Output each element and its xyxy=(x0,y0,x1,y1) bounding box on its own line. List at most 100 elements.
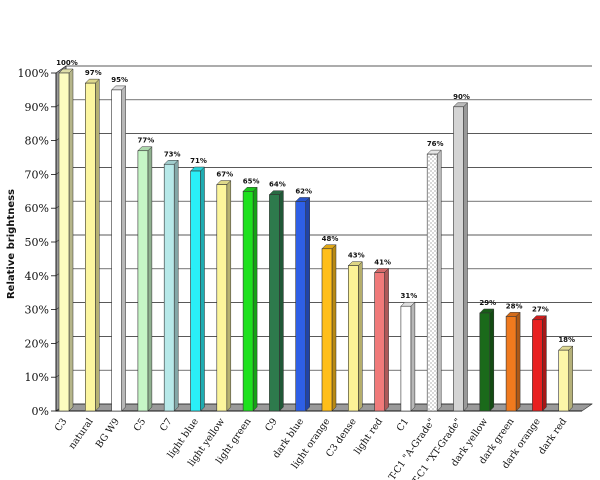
bar-side xyxy=(121,85,126,412)
data-label: 29% xyxy=(479,299,496,307)
data-label: 48% xyxy=(322,235,339,243)
y-axis-title: Relative brightness xyxy=(6,189,17,299)
category-label: C5 xyxy=(132,416,149,433)
category-label: C1 xyxy=(395,416,412,433)
bar-front xyxy=(111,89,122,412)
bar-side xyxy=(489,308,495,412)
bar-side xyxy=(173,159,179,412)
bar xyxy=(163,159,179,412)
bar xyxy=(137,146,153,412)
bar xyxy=(268,190,285,412)
bar-front xyxy=(321,248,333,412)
bar xyxy=(295,196,311,412)
bar-side xyxy=(463,102,468,412)
data-label: 62% xyxy=(295,187,312,195)
bar-front xyxy=(137,150,149,412)
category-label: C9 xyxy=(263,416,280,433)
bar xyxy=(321,244,337,412)
category-label: BG W9 xyxy=(94,416,122,450)
y-tick-label: 90% xyxy=(25,101,49,114)
bar xyxy=(505,311,521,412)
bar-front xyxy=(85,82,96,412)
bar-side xyxy=(200,166,205,412)
bar-side xyxy=(542,315,547,412)
y-tick-label: 40% xyxy=(25,270,49,283)
bar-side xyxy=(358,261,363,412)
bar xyxy=(110,85,127,412)
category-label: C7 xyxy=(158,416,175,433)
data-label: 73% xyxy=(164,150,181,158)
bar-front xyxy=(242,191,254,412)
bar-front xyxy=(269,194,280,412)
bar-front xyxy=(400,305,412,412)
bar-side xyxy=(515,311,521,412)
bar xyxy=(373,267,390,412)
bar-front xyxy=(374,272,385,412)
bar xyxy=(189,166,206,412)
data-label: 100% xyxy=(56,59,78,67)
bar xyxy=(558,345,574,412)
bar xyxy=(58,68,74,412)
grid-line-side xyxy=(55,65,67,74)
bar xyxy=(426,149,442,412)
bar xyxy=(347,261,363,412)
y-tick-label: 50% xyxy=(25,236,49,249)
y-tick-label: 80% xyxy=(25,135,49,148)
bar-front xyxy=(58,72,70,412)
data-label: 31% xyxy=(401,292,418,300)
bar xyxy=(242,186,258,412)
bar-side xyxy=(252,186,258,412)
data-label: 65% xyxy=(243,177,260,185)
data-label: 43% xyxy=(348,252,365,260)
bar-front xyxy=(479,312,491,412)
y-tick-label: 100% xyxy=(18,67,49,80)
bar-front xyxy=(453,106,464,412)
data-label: 18% xyxy=(558,336,575,344)
bar-front xyxy=(558,349,570,412)
bar xyxy=(479,308,495,412)
data-label: 41% xyxy=(374,258,391,266)
bar-side xyxy=(568,345,573,412)
bar-side xyxy=(305,196,310,412)
bar xyxy=(84,78,100,412)
bar-side xyxy=(436,149,442,412)
bars xyxy=(58,68,574,412)
bar-side xyxy=(147,146,153,412)
bar-front xyxy=(190,170,201,412)
bar-front xyxy=(347,265,359,412)
y-tick-label: 20% xyxy=(25,337,49,350)
bar-front xyxy=(216,184,228,412)
data-label: 77% xyxy=(138,137,155,145)
bar-front xyxy=(295,201,307,412)
data-label: 28% xyxy=(506,302,523,310)
bar-front xyxy=(426,153,438,412)
y-tick-label: 10% xyxy=(25,371,49,384)
bar-side xyxy=(279,190,284,412)
bar xyxy=(531,315,548,412)
category-label: C3 xyxy=(53,416,70,433)
bar-front xyxy=(163,163,175,412)
bar-side xyxy=(68,68,74,412)
data-label: 67% xyxy=(216,171,233,179)
bar xyxy=(400,301,416,412)
data-label: 71% xyxy=(190,157,207,165)
bar-front xyxy=(532,319,543,412)
category-label: natural xyxy=(67,416,96,451)
y-tick-label: 0% xyxy=(32,405,49,418)
data-label: 90% xyxy=(453,93,470,101)
data-label: 64% xyxy=(269,181,286,189)
data-label: 76% xyxy=(427,140,444,148)
data-label: 95% xyxy=(111,76,128,84)
data-label: 27% xyxy=(532,306,549,314)
bar xyxy=(216,179,232,412)
y-tick-label: 70% xyxy=(25,168,49,181)
bar-side xyxy=(410,301,416,412)
bar-side xyxy=(226,179,232,412)
data-label: 97% xyxy=(85,69,102,77)
y-tick-label: 30% xyxy=(25,304,49,317)
y-tick-label: 60% xyxy=(25,202,49,215)
bar-side xyxy=(384,267,389,412)
